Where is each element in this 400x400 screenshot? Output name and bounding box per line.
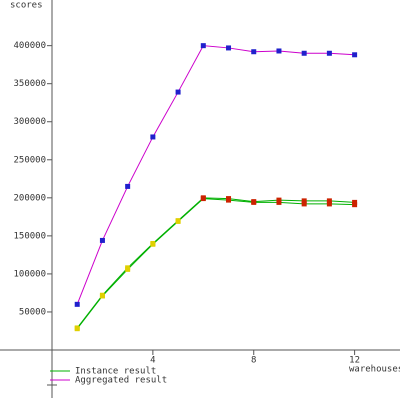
data-point — [251, 49, 257, 55]
data-point — [200, 196, 206, 202]
series-line — [76, 45, 355, 305]
data-point — [301, 50, 307, 56]
x-tick-label: 4 — [150, 356, 155, 366]
y-tick-label: 400000 — [13, 41, 46, 51]
y-axis-label: scores — [10, 1, 43, 11]
data-point — [226, 45, 232, 51]
x-tick-label: 8 — [251, 356, 256, 366]
y-tick-label: 200000 — [13, 193, 46, 203]
data-point — [326, 198, 332, 204]
data-point — [251, 199, 257, 205]
x-axis-label: warehouses — [349, 365, 400, 375]
data-point — [226, 197, 232, 203]
data-point — [200, 43, 206, 49]
data-point — [150, 134, 156, 140]
data-point — [125, 266, 131, 272]
data-point — [326, 201, 332, 207]
data-point — [99, 237, 105, 243]
y-tick-label: 150000 — [13, 231, 46, 241]
series-line — [76, 197, 355, 329]
y-tick-label: 50000 — [19, 307, 46, 317]
legend-label: Aggregated result — [75, 376, 167, 386]
data-point — [175, 89, 181, 95]
x-tick-label: 12 — [349, 356, 360, 366]
series-line — [76, 198, 355, 330]
data-point — [301, 201, 307, 207]
data-point — [301, 198, 307, 204]
data-point — [352, 52, 358, 58]
data-point — [125, 183, 131, 189]
data-point — [276, 48, 282, 54]
data-point — [326, 50, 332, 56]
legend-label: Instance result — [75, 367, 156, 377]
data-point — [175, 218, 181, 224]
data-point — [99, 293, 105, 299]
data-point — [276, 199, 282, 205]
data-point — [74, 301, 80, 307]
y-tick-label: 350000 — [13, 79, 46, 89]
y-tick-label: 300000 — [13, 117, 46, 127]
data-point — [150, 241, 156, 247]
y-tick-label: 250000 — [13, 155, 46, 165]
y-tick-label: 100000 — [13, 269, 46, 279]
data-point — [352, 202, 358, 208]
data-point — [74, 326, 80, 332]
